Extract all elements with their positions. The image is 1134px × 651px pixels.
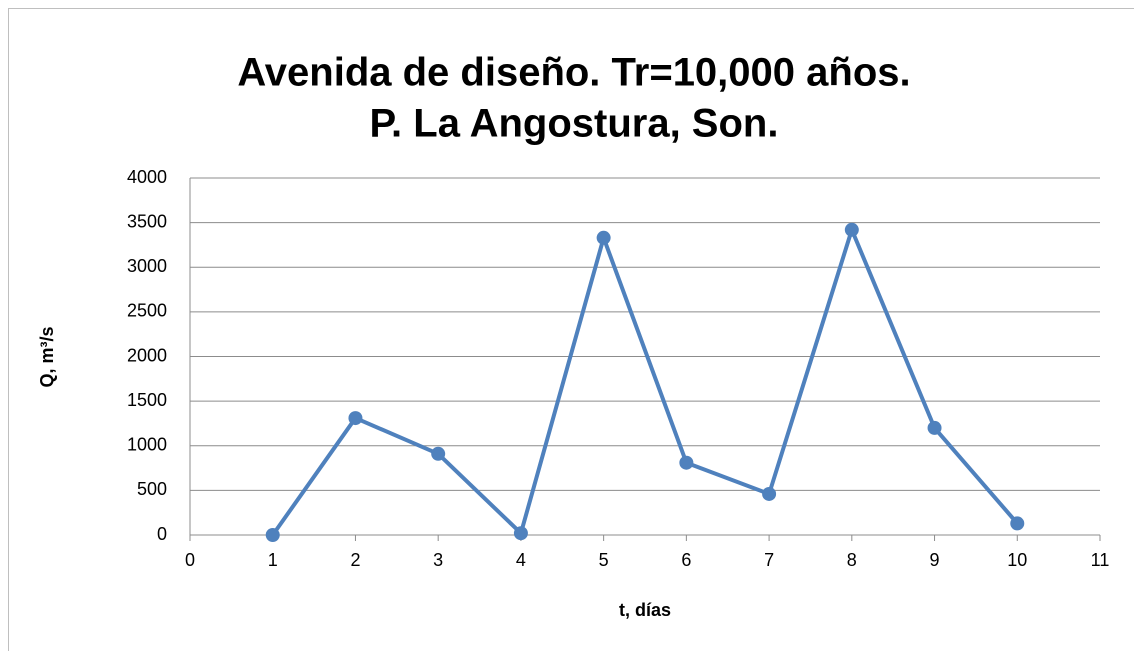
x-tick-label: 7 <box>764 550 774 570</box>
chart-title: P. La Angostura, Son. <box>370 102 779 146</box>
y-tick-label: 3000 <box>127 256 167 276</box>
marker <box>431 446 446 461</box>
y-tick-label: 1500 <box>127 390 167 410</box>
marker <box>762 486 777 501</box>
x-tick-label: 6 <box>681 550 691 570</box>
marker <box>265 528 280 542</box>
y-tick-label: 2000 <box>127 345 167 365</box>
y-tick-label: 3500 <box>127 211 167 231</box>
marker <box>596 230 611 245</box>
x-tick-label: 11 <box>1091 550 1110 570</box>
x-tick-label: 1 <box>268 550 278 570</box>
y-tick-label: 0 <box>157 524 167 544</box>
marker <box>1010 516 1025 531</box>
marker <box>513 526 528 541</box>
x-tick-label: 5 <box>599 550 609 570</box>
x-tick-label: 10 <box>1007 550 1027 570</box>
series-line <box>271 227 1019 537</box>
y-tick-label: 1000 <box>127 435 167 455</box>
y-axis-label: Q, m³/s <box>37 326 57 387</box>
x-tick-label: 3 <box>433 550 443 570</box>
y-tick-label: 2500 <box>127 301 167 321</box>
chart-border <box>8 8 1134 651</box>
marker <box>679 455 694 470</box>
x-axis-label: t, días <box>619 600 671 620</box>
x-tick-label: 2 <box>350 550 360 570</box>
x-tick-label: 8 <box>847 550 857 570</box>
marker <box>844 222 859 237</box>
x-tick-label: 0 <box>185 550 195 570</box>
x-tick-label: 4 <box>516 550 526 570</box>
chart-title: Avenida de diseño. Tr=10,000 años. <box>237 51 910 95</box>
marker <box>927 420 942 435</box>
x-tick-label: 9 <box>930 550 940 570</box>
y-tick-label: 4000 <box>127 167 167 187</box>
y-tick-label: 500 <box>137 479 167 499</box>
marker <box>348 411 363 426</box>
